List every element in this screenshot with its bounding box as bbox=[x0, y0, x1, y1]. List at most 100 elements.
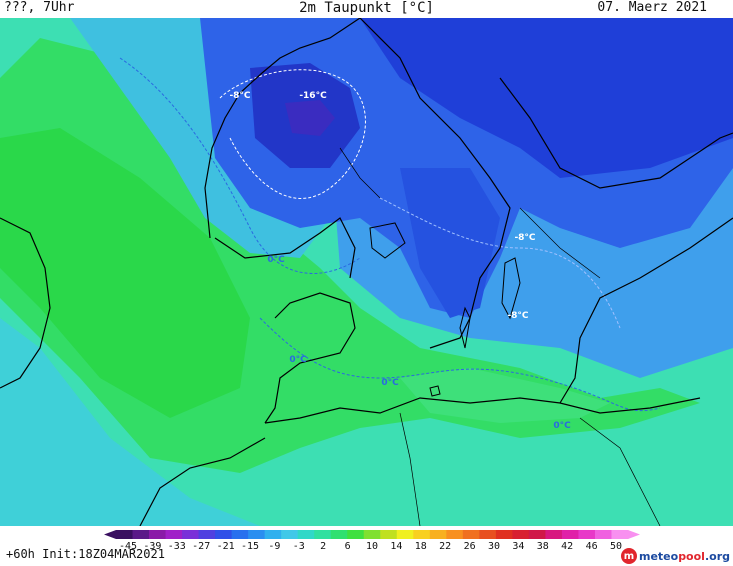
coastline-germany-poland bbox=[264, 397, 701, 424]
colorbar-max-arrow bbox=[628, 530, 640, 539]
colorbar bbox=[104, 530, 640, 539]
colorbar-tick-label: 22 bbox=[439, 541, 452, 552]
contour-line bbox=[379, 197, 621, 329]
colorbar-swatch bbox=[314, 530, 332, 539]
coastline-norway-south bbox=[214, 217, 356, 279]
colorbar-tick-labels: -45 -39 -33 -27 -21 -15 -9 -3 2 6 10 14 18 22 26 30 34 38… bbox=[116, 541, 628, 555]
island-oland bbox=[459, 306, 471, 349]
header-location-time: ???, 7Uhr bbox=[4, 0, 75, 15]
colorbar-swatch bbox=[248, 530, 266, 539]
colorbar-swatch bbox=[330, 530, 348, 539]
colorbar-tick-label: -27 bbox=[192, 541, 211, 552]
field-purple-core bbox=[285, 100, 335, 136]
coastline-norway bbox=[204, 18, 361, 239]
colorbar-swatch bbox=[512, 530, 530, 539]
colorbar-swatch bbox=[611, 530, 629, 539]
colorbar-tick-label: -15 bbox=[240, 541, 260, 552]
colorbar-tick-label: 26 bbox=[463, 541, 476, 552]
colorbar-tick-label: -3 bbox=[292, 541, 305, 552]
colorbar-tick-label: 38 bbox=[536, 541, 549, 552]
logo-text-part3: .org bbox=[704, 549, 730, 563]
contour-line bbox=[219, 69, 366, 199]
colorbar-swatch bbox=[528, 530, 546, 539]
map-label: 0°C bbox=[267, 255, 285, 265]
colorbar-swatch bbox=[182, 530, 200, 539]
colorbar-tick-label: 42 bbox=[561, 541, 574, 552]
colorbar-tick-label: 6 bbox=[344, 541, 351, 552]
border-line bbox=[339, 147, 381, 199]
coastline-finland bbox=[499, 77, 733, 189]
logo-text-part1: meteo bbox=[638, 549, 679, 563]
footer: +60h Init:18Z04MAR2021 bbox=[0, 526, 733, 566]
contour-line bbox=[119, 57, 361, 274]
meteopool-logo-icon: m bbox=[620, 548, 637, 564]
colorbar-tick-label: -21 bbox=[216, 541, 235, 552]
forecast-date: 07. Maerz 2021 bbox=[597, 0, 707, 15]
run-info: +60h Init:18Z04MAR2021 bbox=[6, 547, 165, 561]
border-line bbox=[399, 412, 421, 526]
colorbar-tick-label: 14 bbox=[390, 541, 403, 552]
colorbar-swatch bbox=[231, 530, 249, 539]
colorbar-tick-label: 10 bbox=[365, 541, 379, 552]
map-label: -8°C bbox=[507, 311, 528, 321]
colorbar-tick-label: 46 bbox=[585, 541, 598, 552]
colorbar-swatch bbox=[594, 530, 612, 539]
colorbar-tick-label: 34 bbox=[512, 541, 525, 552]
coastline-sweden-east bbox=[359, 18, 511, 349]
colorbar-swatch bbox=[479, 530, 497, 539]
coastline-baltic-east bbox=[559, 217, 733, 404]
colorbar-swatch bbox=[347, 530, 365, 539]
meteopool-logo[interactable]: m meteo pool .org bbox=[620, 547, 730, 565]
map-label: 0°C bbox=[289, 355, 307, 365]
colorbar-swatch bbox=[165, 530, 183, 539]
border-line bbox=[519, 207, 601, 279]
colorbar-tick-label: 2 bbox=[320, 541, 327, 552]
colorbar-swatch bbox=[413, 530, 431, 539]
colorbar-swatch bbox=[297, 530, 315, 539]
field-blue-sweden bbox=[400, 168, 500, 318]
colorbar-min-arrow bbox=[104, 530, 116, 539]
field-green-baltic bbox=[400, 368, 610, 423]
map-label: -16°C bbox=[299, 91, 327, 101]
colorbar-swatch bbox=[578, 530, 596, 539]
colorbar-swatch bbox=[561, 530, 579, 539]
map-label: 0°C bbox=[553, 421, 571, 431]
border-line bbox=[579, 417, 661, 526]
colorbar-tick-label: -39 bbox=[143, 541, 162, 552]
field-bright-green-core bbox=[0, 128, 250, 418]
colorbar-swatch bbox=[198, 530, 216, 539]
island-gotland bbox=[501, 257, 521, 320]
colorbar-swatch bbox=[396, 530, 414, 539]
colorbar-swatch bbox=[545, 530, 563, 539]
colorbar-swatch bbox=[116, 530, 134, 539]
map-label: -8°C bbox=[229, 91, 250, 101]
coastline-uk bbox=[0, 217, 51, 389]
colorbar-tick-label: 18 bbox=[414, 541, 427, 552]
colorbar-tick-label: -9 bbox=[268, 541, 281, 552]
colorbar-swatch bbox=[380, 530, 398, 539]
coastline-denmark bbox=[264, 292, 356, 424]
field-cyan-southwest bbox=[0, 318, 260, 526]
logo-text-part2: pool bbox=[678, 549, 705, 563]
colorbar-tick-label: 30 bbox=[487, 541, 501, 552]
colorbar-swatch bbox=[264, 530, 282, 539]
colorbar-swatch bbox=[363, 530, 381, 539]
colorbar-swatch bbox=[215, 530, 233, 539]
colorbar-swatch bbox=[149, 530, 167, 539]
island-bornholm bbox=[429, 385, 441, 397]
map-label: 0°C bbox=[381, 378, 399, 388]
colorbar-swatch bbox=[132, 530, 150, 539]
dewpoint-map: -8°C -16°C -8°C -8°C 0°C 0°C 0°C 0°C bbox=[0, 18, 733, 526]
colorbar-swatch bbox=[281, 530, 299, 539]
coastline-netherlands bbox=[139, 437, 266, 526]
lake-vanern bbox=[369, 222, 406, 259]
map-label: -8°C bbox=[514, 233, 535, 243]
colorbar-tick-label: 50 bbox=[609, 541, 623, 552]
field-deep-blue-north bbox=[360, 18, 733, 178]
colorbar-tick-label: -45 bbox=[118, 541, 138, 552]
colorbar-tick-label: -33 bbox=[167, 541, 186, 552]
colorbar-swatch bbox=[446, 530, 464, 539]
contour-line bbox=[259, 317, 661, 412]
colorbar-swatch bbox=[462, 530, 480, 539]
map-title: 2m Taupunkt [°C] bbox=[299, 0, 434, 16]
